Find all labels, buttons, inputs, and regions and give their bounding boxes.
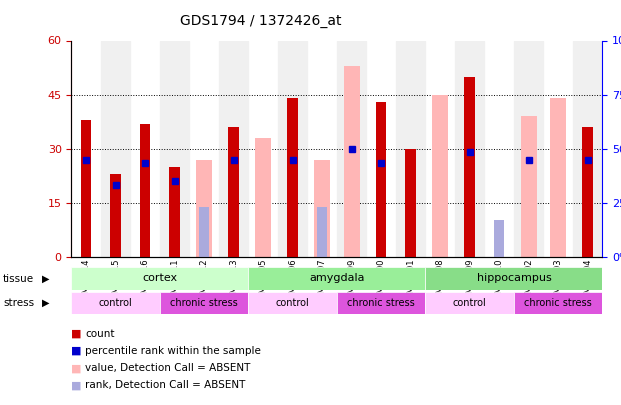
Bar (465, 77, 475, 257)
Text: ▶: ▶ (42, 274, 50, 284)
Bar (81, 120, 91, 257)
Bar (140, 124, 150, 257)
Bar (111, 174, 121, 257)
Text: GDS1794 / 1372426_at: GDS1794 / 1372426_at (180, 14, 342, 28)
Bar (248, 267, 425, 290)
Text: chronic stress: chronic stress (347, 298, 415, 308)
Text: ▶: ▶ (42, 298, 50, 308)
Bar (582, 127, 593, 257)
Text: control: control (276, 298, 309, 308)
Text: percentile rank within the sample: percentile rank within the sample (85, 346, 261, 356)
Text: stress: stress (3, 298, 34, 308)
Bar (219, 40, 248, 257)
Text: count: count (85, 329, 115, 339)
Text: control: control (453, 298, 486, 308)
Bar (170, 167, 180, 257)
Bar (406, 149, 416, 257)
Text: chronic stress: chronic stress (170, 298, 238, 308)
Bar (101, 40, 130, 257)
Text: amygdala: amygdala (309, 273, 365, 283)
Bar (71, 267, 248, 290)
Bar (314, 160, 330, 257)
Bar (196, 160, 212, 257)
Bar (255, 138, 271, 257)
Bar (425, 267, 602, 290)
Text: control: control (99, 298, 132, 308)
Text: cortex: cortex (142, 273, 178, 283)
Bar (337, 40, 366, 257)
Bar (199, 207, 209, 257)
Text: chronic stress: chronic stress (524, 298, 592, 308)
Bar (317, 207, 327, 257)
Text: tissue: tissue (3, 274, 34, 284)
Text: hippocampus: hippocampus (476, 273, 551, 283)
Bar (425, 292, 514, 314)
Bar (573, 40, 602, 257)
Bar (432, 95, 448, 257)
Bar (160, 40, 189, 257)
Bar (229, 127, 239, 257)
Bar (248, 292, 337, 314)
Bar (288, 98, 298, 257)
Bar (455, 40, 484, 257)
Bar (71, 292, 160, 314)
Bar (550, 98, 566, 257)
Text: value, Detection Call = ABSENT: value, Detection Call = ABSENT (85, 363, 250, 373)
Bar (343, 66, 360, 257)
Bar (494, 220, 504, 257)
Text: rank, Detection Call = ABSENT: rank, Detection Call = ABSENT (85, 380, 245, 390)
Bar (160, 292, 248, 314)
Text: ■: ■ (71, 363, 82, 373)
Bar (520, 116, 537, 257)
Bar (396, 40, 425, 257)
Bar (337, 292, 425, 314)
Text: ■: ■ (71, 346, 82, 356)
Text: ■: ■ (71, 329, 82, 339)
Bar (514, 40, 543, 257)
Bar (376, 102, 386, 257)
Bar (278, 40, 307, 257)
Bar (514, 292, 602, 314)
Text: ■: ■ (71, 380, 82, 390)
